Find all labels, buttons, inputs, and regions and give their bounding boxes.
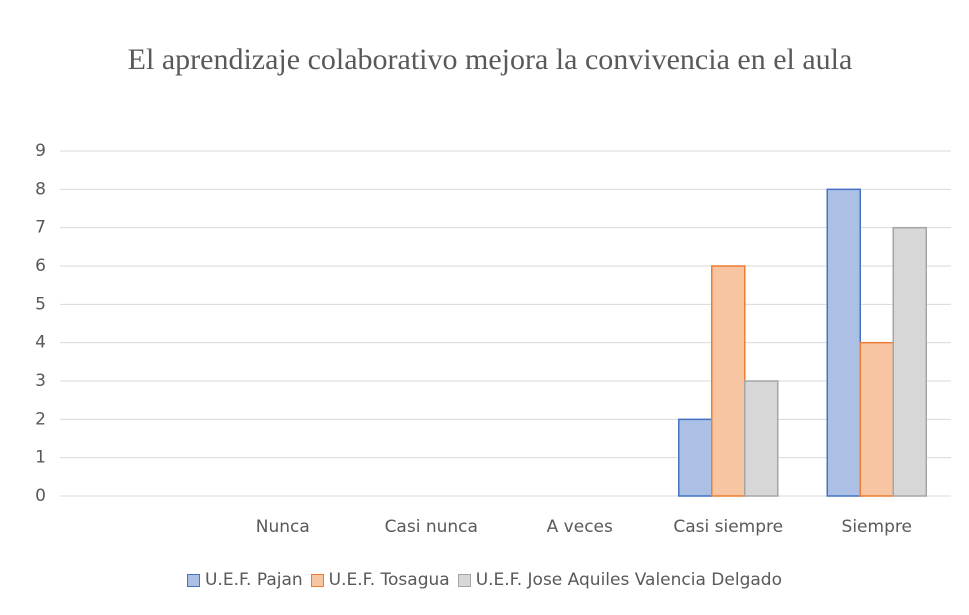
y-tick-label: 9 [35, 141, 46, 161]
x-tick-label: Siempre [842, 517, 912, 537]
bar [744, 380, 779, 497]
legend-swatch [310, 573, 324, 587]
y-tick-label: 5 [35, 294, 46, 314]
legend-item: U.E.F. Jose Aquiles Valencia Delgado [457, 570, 782, 590]
y-tick-label: 0 [35, 486, 46, 506]
y-tick-label: 4 [35, 333, 46, 353]
bar [678, 418, 713, 497]
chart-title: El aprendizaje colaborativo mejora la co… [127, 43, 853, 76]
legend-swatch [457, 573, 471, 587]
bar [859, 341, 894, 497]
x-tick-label: Casi siempre [673, 517, 783, 537]
y-tick-label: 2 [35, 409, 46, 429]
y-tick-label: 7 [35, 218, 46, 238]
bar [892, 226, 927, 497]
x-tick-label: Casi nunca [385, 517, 478, 537]
legend-label: U.E.F. Jose Aquiles Valencia Delgado [475, 570, 782, 590]
y-tick-label: 6 [35, 256, 46, 276]
legend-label: U.E.F. Pajan [205, 570, 303, 590]
y-tick-label: 1 [35, 448, 46, 468]
y-tick-label: 8 [35, 179, 46, 199]
bar [826, 188, 861, 497]
legend-item: U.E.F. Tosagua [310, 570, 450, 590]
legend-item: U.E.F. Pajan [187, 570, 303, 590]
legend: U.E.F. Pajan U.E.F. Tosagua U.E.F. Jose Aq… [0, 570, 969, 590]
y-tick-label: 3 [35, 371, 46, 391]
bar [711, 265, 746, 497]
x-tick-label: Nunca [256, 517, 310, 537]
x-tick-label: A veces [547, 517, 613, 537]
legend-label: U.E.F. Tosagua [328, 570, 450, 590]
legend-swatch [187, 573, 200, 587]
